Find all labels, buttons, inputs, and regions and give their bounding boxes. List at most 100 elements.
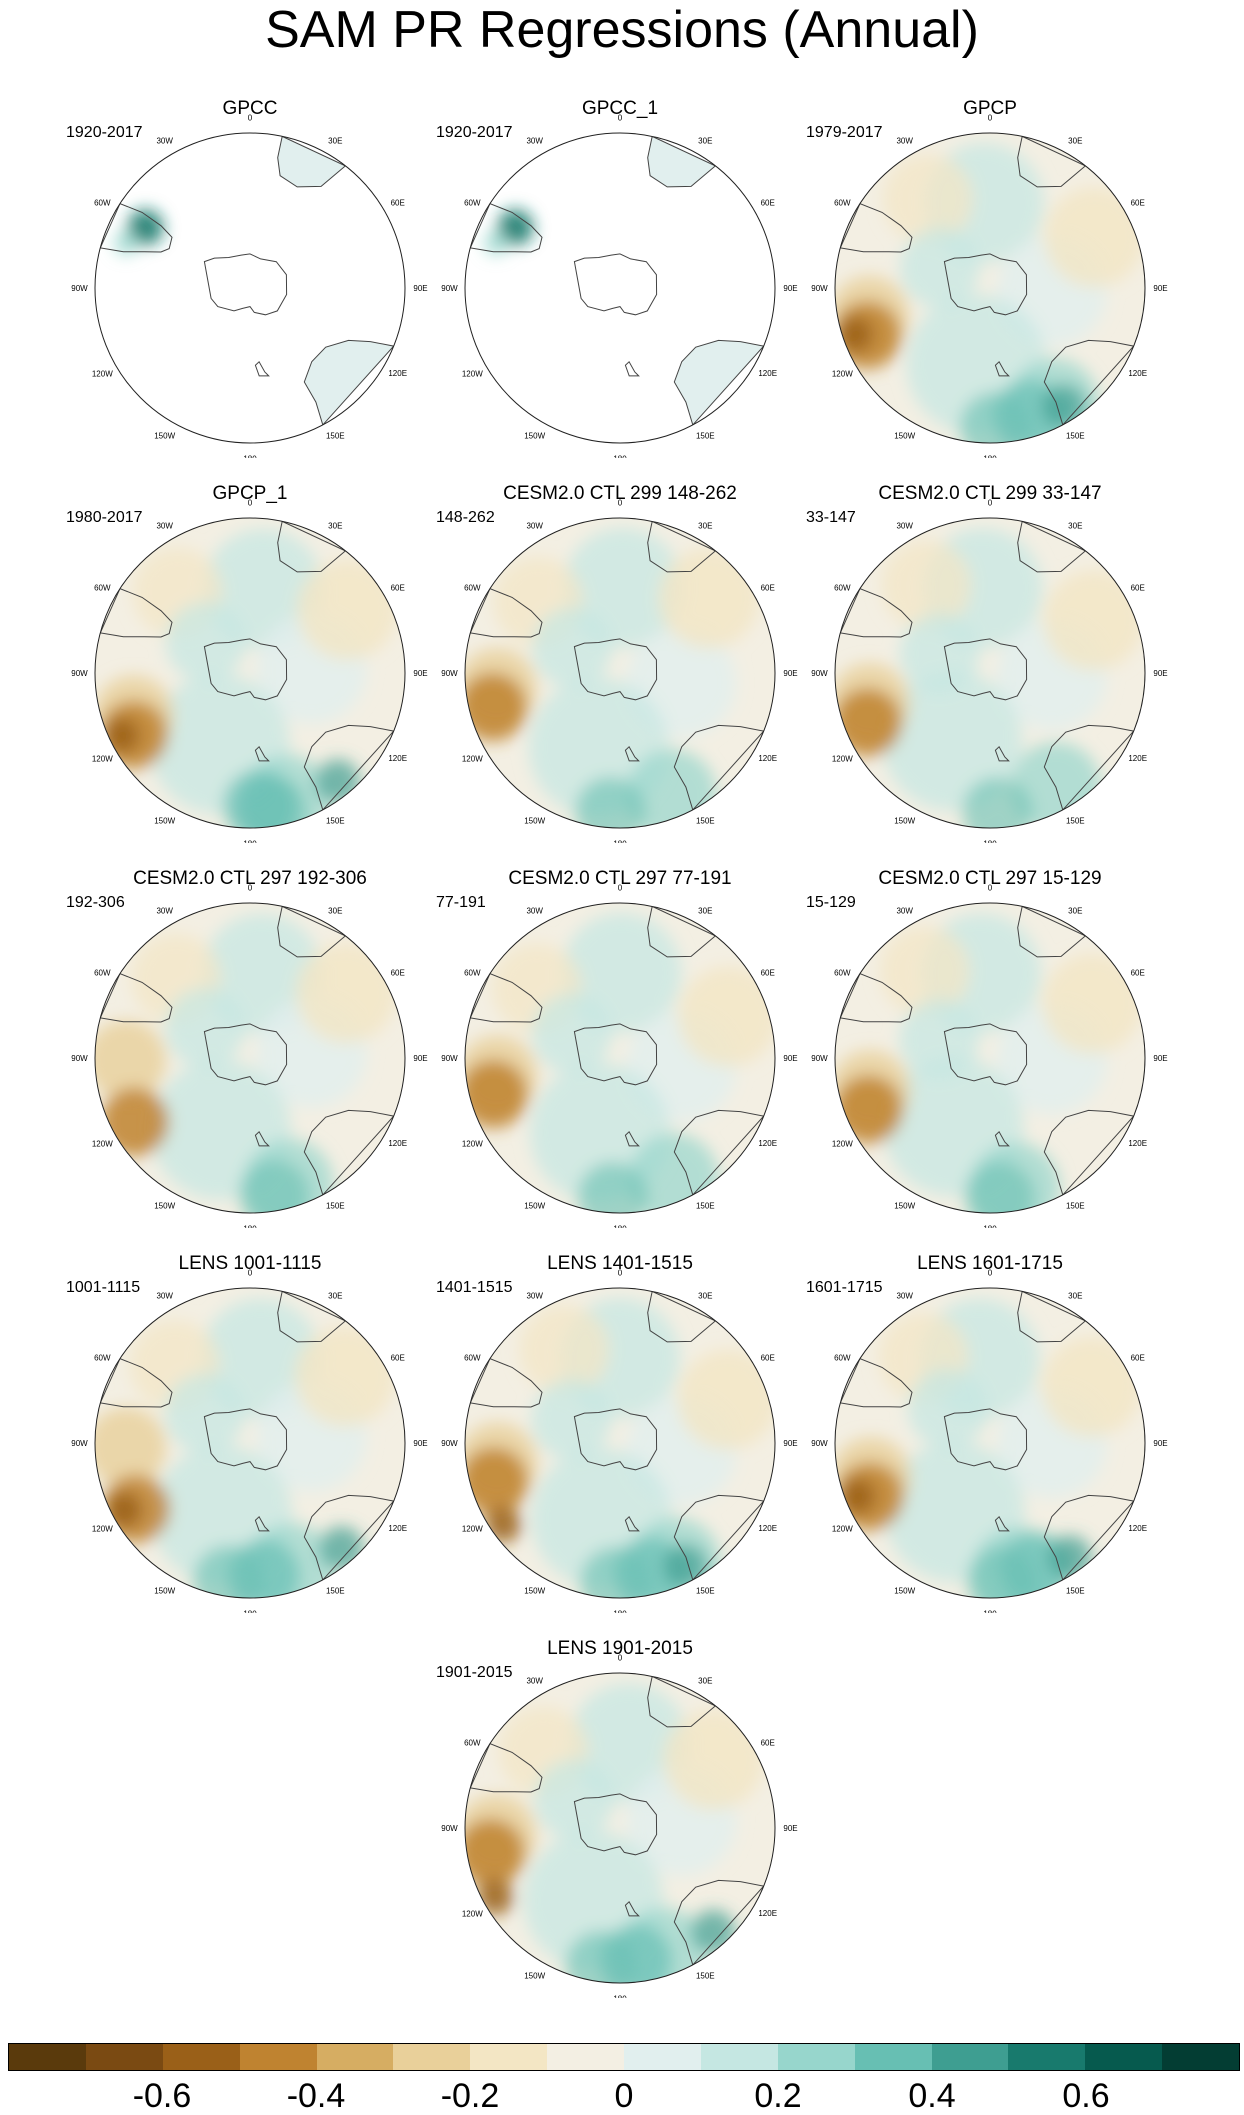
polar-map: 0 30E 60E 90E 120E 150E 180 150W 120W 90W 60W 30W [441, 1269, 797, 1614]
panel-period: 1601-1715 [806, 1279, 883, 1296]
field-anomaly [95, 1020, 166, 1101]
colorbar-box [624, 2044, 701, 2070]
field-anomaly [531, 1379, 612, 1460]
panel-period: 1979-2017 [806, 124, 883, 141]
longitude-label: 120E [758, 1909, 777, 1918]
colorbar-box [854, 2044, 932, 2070]
longitude-label: 0 [248, 114, 253, 123]
longitude-label: 60W [94, 1354, 111, 1363]
longitude-label: 150E [1066, 817, 1085, 826]
map-boundary [94, 132, 406, 444]
coastline [943, 1408, 1028, 1471]
longitude-label: 90W [811, 1439, 828, 1448]
field-anomaly [879, 926, 970, 1017]
longitude-label: 30W [526, 1291, 543, 1300]
coastline [99, 1357, 173, 1408]
longitude-label: 120W [92, 754, 113, 763]
coastline [203, 1408, 288, 1471]
map-boundary [834, 902, 1146, 1214]
field-anomaly [899, 613, 980, 694]
coastline [573, 253, 658, 316]
colorbar-tick-label: -0.4 [286, 2077, 346, 2115]
map-boundary [834, 1287, 1146, 1599]
field-anomaly [664, 1709, 764, 1810]
longitude-label: 30E [328, 136, 342, 145]
coastline [573, 1023, 658, 1086]
coastline [943, 253, 1028, 316]
longitude-label: 30E [1068, 1291, 1082, 1300]
field-anomaly [295, 1326, 396, 1427]
longitude-label: 90E [783, 284, 797, 293]
field-anomaly [1043, 570, 1144, 671]
polar-map: 0 30E 60E 90E 120E 150E 180 150W 120W 90W 60W 30W [811, 499, 1167, 844]
longitude-label: 120W [832, 754, 853, 763]
longitude-label: 60W [834, 969, 851, 978]
longitude-label: 150E [1066, 1587, 1085, 1596]
colorbar-tick-label: 0 [614, 2077, 634, 2115]
longitude-label: 30W [896, 1291, 913, 1300]
panel-title: CESM2.0 CTL 299 148-262 [503, 483, 737, 504]
panel-period: 1920-2017 [66, 124, 143, 141]
panel-period: 77-191 [436, 894, 486, 911]
longitude-label: 60W [464, 1354, 481, 1363]
polar-map: 0 30E 60E 90E 120E 150E 180 150W 120W 90W 60W 30W [441, 884, 797, 1229]
coastline [573, 1793, 658, 1856]
longitude-label: 90E [1153, 1439, 1167, 1448]
panel-title: LENS 1901-2015 [547, 1638, 693, 1659]
coastline [839, 1357, 913, 1408]
longitude-label: 90W [811, 669, 828, 678]
coastline [943, 638, 1028, 701]
longitude-label: 30E [328, 906, 342, 915]
colorbar-box [162, 2044, 240, 2070]
coastline [673, 339, 765, 426]
longitude-label: 150W [154, 432, 175, 441]
longitude-label: 150E [696, 1972, 715, 1981]
longitude-label: 60E [391, 969, 405, 978]
field-anomaly [899, 999, 979, 1080]
longitude-label: 120E [1128, 369, 1147, 378]
longitude-label: 0 [988, 114, 993, 123]
longitude-label: 30E [328, 1291, 342, 1300]
polar-map: 0 30E 60E 90E 120E 150E 180 150W 120W 90W 60W 30W [811, 884, 1167, 1229]
longitude-label: 90W [441, 1054, 458, 1063]
field-anomaly [95, 1407, 167, 1488]
colorbar-box [700, 2044, 778, 2070]
colorbar-tick-label: -0.6 [132, 2077, 192, 2115]
coastline [839, 202, 913, 253]
colorbar-tick-label: -0.2 [440, 2077, 500, 2115]
map-boundary [464, 902, 776, 1214]
coastline [469, 972, 543, 1023]
field-anomaly [319, 1526, 364, 1571]
longitude-label: 60E [761, 1739, 775, 1748]
longitude-label: 90E [783, 1054, 797, 1063]
colorbar-tick-label: 0.4 [908, 2077, 956, 2115]
panel-title: GPCP_1 [212, 483, 288, 504]
panel-period: 1001-1115 [66, 1279, 141, 1296]
coastline [303, 1109, 395, 1196]
panel-title: GPCP [963, 98, 1017, 119]
coastline [673, 1109, 765, 1196]
longitude-label: 150W [524, 817, 545, 826]
longitude-label: 120W [462, 1524, 483, 1533]
longitude-label: 90W [811, 284, 828, 293]
longitude-label: 0 [618, 499, 623, 508]
coastline [624, 1515, 640, 1532]
longitude-label: 0 [248, 884, 253, 893]
longitude-label: 90W [71, 1439, 88, 1448]
figure-title: SAM PR Regressions (Annual) [265, 1, 979, 59]
longitude-label: 30W [526, 906, 543, 915]
coastline [469, 1742, 543, 1793]
longitude-label: 60E [761, 1354, 775, 1363]
field-anomaly [577, 1162, 648, 1213]
polar-map: 0 30E 60E 90E 120E 150E 180 150W 120W 90W 60W 30W [71, 884, 427, 1229]
longitude-label: 120E [388, 1524, 407, 1533]
coastline [203, 638, 288, 701]
coastline [469, 202, 543, 253]
coastline [1043, 1109, 1135, 1196]
longitude-label: 120E [388, 754, 407, 763]
